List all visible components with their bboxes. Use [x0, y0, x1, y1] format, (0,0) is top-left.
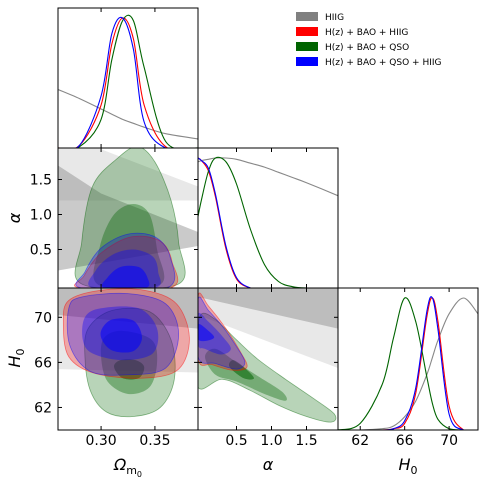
- y-tick-label-h0: 62: [34, 400, 52, 416]
- y-tick-label-h0: 66: [34, 355, 52, 371]
- panel-frames: [57, 7, 479, 431]
- marginal-panel-h0: [338, 296, 478, 430]
- axis-labels: Ωm0 α H0 α H0: [5, 212, 418, 479]
- marginal-om-hiig: [58, 88, 198, 140]
- legend-swatch-h-z-bao-qso-hiig: [296, 57, 318, 66]
- marginal-alpha-h-z-bao-qso: [198, 156, 338, 288]
- contour-h-z-bao-qso-hiig-2sigma: [75, 232, 176, 288]
- legend-label-h-z-bao-hiig: H(z) + BAO + HIIG: [325, 28, 408, 38]
- marginal-om-h-z-bao-hiig: [58, 17, 198, 148]
- marginal-alpha-hiig: [198, 157, 338, 197]
- legend-label-h-z-bao-qso-hiig: H(z) + BAO + QSO + HIIG: [325, 58, 442, 68]
- tick-marks: [58, 8, 450, 430]
- legend-swatch-hiig: [296, 12, 318, 21]
- x-tick-label-h0: 66: [396, 433, 414, 449]
- panel-frame-2-2: [337, 287, 479, 431]
- contour-fills: [58, 148, 338, 423]
- y-tick-label-alpha: 1.5: [30, 173, 52, 189]
- y-axis-label-alpha: α: [5, 212, 24, 223]
- x-tick-label-om: 0.30: [85, 433, 116, 449]
- x-axis-label-h0: H0: [398, 455, 417, 477]
- marginal-om-h-z-bao-qso: [58, 14, 198, 148]
- marginal-curves: [58, 14, 478, 430]
- marginal-alpha-h-z-bao-hiig: [198, 157, 338, 288]
- marginal-h0-hiig: [338, 297, 478, 430]
- contour-panel-alpha-h0: [198, 288, 338, 423]
- contour-h-z-bao-qso-hiig-0.5sigma: [198, 323, 215, 342]
- x-tick-label-h0: 70: [440, 433, 458, 449]
- marginal-panel-om: [58, 14, 198, 148]
- contour-hiig-2sigma: [198, 288, 338, 369]
- contour-h-z-bao-hiig-2sigma: [198, 292, 248, 371]
- legend: HIIG H(z) + BAO + HIIG H(z) + BAO + QSO H(z…: [296, 12, 442, 68]
- contour-h-z-bao-qso-0.5sigma: [113, 359, 145, 380]
- marginal-alpha-h-z-bao-qso-hiig: [198, 157, 338, 288]
- contour-h-z-bao-qso-2sigma: [198, 312, 337, 423]
- contour-h-z-bao-qso-2sigma: [74, 148, 186, 288]
- y-tick-label-h0: 70: [34, 310, 52, 326]
- legend-label-h-z-bao-qso: H(z) + BAO + QSO: [325, 43, 409, 53]
- y-tick-label-alpha: 1.0: [30, 208, 52, 224]
- marginal-h0-h-z-bao-hiig: [338, 297, 478, 430]
- contour-h-z-bao-hiig-2sigma: [74, 235, 179, 288]
- legend-swatch-h-z-bao-qso: [296, 42, 318, 51]
- marginal-h0-h-z-bao-qso-hiig: [338, 296, 478, 430]
- contour-hiig-1sigma: [198, 288, 338, 329]
- x-tick-label-h0: 62: [351, 433, 369, 449]
- legend-swatch-h-z-bao-hiig: [296, 27, 318, 36]
- contour-h-z-bao-qso-hiig-0.5sigma: [101, 265, 150, 288]
- marginal-h0-h-z-bao-qso: [338, 297, 478, 430]
- y-tick-label-alpha: 0.5: [30, 243, 52, 259]
- y-axis-label-h0: H0: [5, 348, 27, 367]
- x-axis-label-omega-m0: Ωm0: [113, 455, 142, 479]
- contour-h-z-bao-qso-hiig-1sigma: [198, 313, 231, 355]
- contour-panel-om-alpha: [58, 148, 198, 288]
- marginal-om-h-z-bao-qso-hiig: [58, 16, 198, 148]
- contour-panel-om-h0: [58, 288, 198, 418]
- panel-frame-1-1: [197, 147, 339, 289]
- x-axis-label-alpha: α: [263, 455, 274, 474]
- marginal-panel-alpha: [198, 156, 338, 288]
- contour-hiig-1sigma: [58, 288, 198, 329]
- legend-label-hiig: HIIG: [325, 13, 344, 23]
- x-tick-label-alpha: 1.5: [295, 433, 317, 449]
- contour-h-z-bao-qso-hiig-0.5sigma: [100, 318, 142, 353]
- x-tick-label-om: 0.35: [139, 433, 170, 449]
- x-tick-label-alpha: 1.0: [260, 433, 282, 449]
- contour-h-z-bao-qso-0.5sigma: [228, 360, 254, 380]
- contour-hiig-1sigma: [58, 165, 198, 271]
- contour-h-z-bao-qso-1sigma: [93, 204, 165, 288]
- tick-labels: 0.30 0.35 0.5 1.0 1.5 62 66 70 0.5 1.0 1.5 62 66 70: [30, 173, 458, 450]
- contour-hiig-2sigma: [58, 148, 198, 201]
- x-tick-label-alpha: 0.5: [225, 433, 247, 449]
